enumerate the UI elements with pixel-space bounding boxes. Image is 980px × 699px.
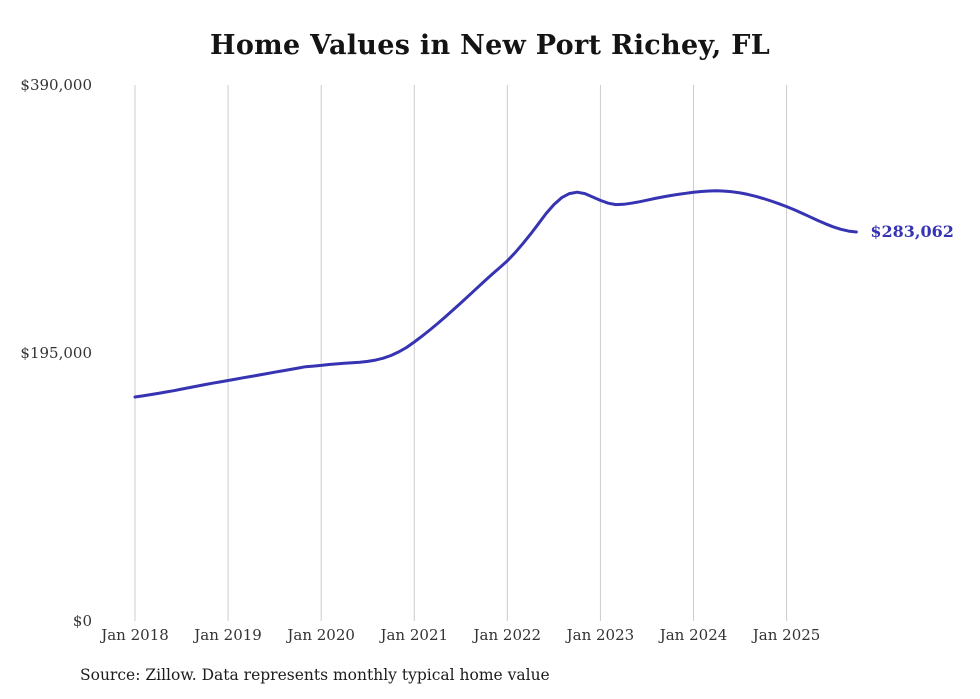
x-axis-tick: Jan 2025 bbox=[752, 626, 821, 644]
x-axis-tick: Jan 2019 bbox=[194, 626, 262, 644]
chart-title: Home Values in New Port Richey, FL bbox=[210, 30, 770, 61]
y-axis-tick: $390,000 bbox=[20, 76, 92, 94]
gridlines bbox=[134, 85, 788, 621]
source-note: Source: Zillow. Data represents monthly … bbox=[80, 666, 550, 684]
x-axis-tick: Jan 2018 bbox=[101, 626, 169, 644]
latest-value-label: $283,062 bbox=[870, 221, 954, 241]
y-axis-tick: $0 bbox=[72, 612, 92, 630]
x-axis-tick: Jan 2021 bbox=[380, 626, 449, 644]
value-line bbox=[133, 189, 858, 399]
y-axis-tick: $195,000 bbox=[20, 344, 92, 362]
x-axis-tick: Jan 2022 bbox=[473, 626, 542, 644]
x-axis-tick: Jan 2020 bbox=[287, 626, 355, 644]
x-axis-tick: Jan 2024 bbox=[659, 626, 728, 644]
x-axis-tick: Jan 2023 bbox=[566, 626, 635, 644]
